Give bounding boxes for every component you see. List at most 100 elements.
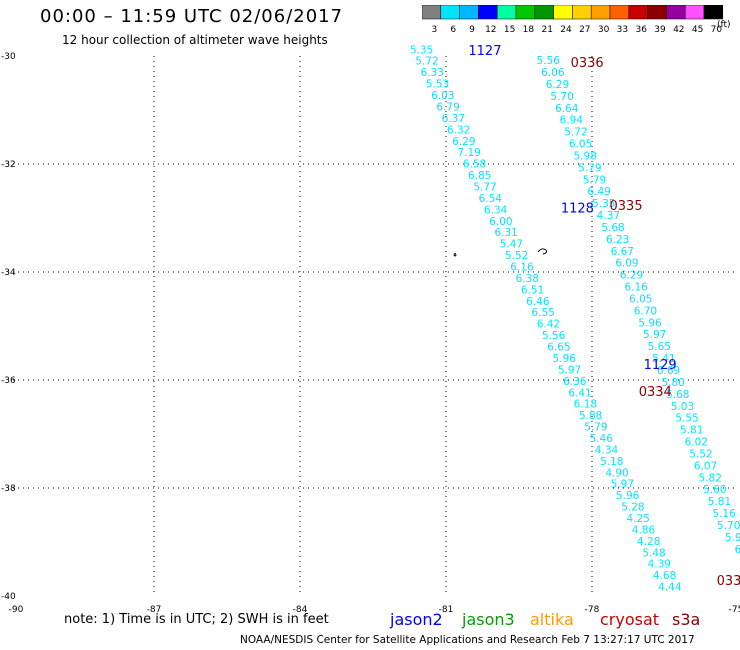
time-label: 0335 bbox=[610, 199, 643, 214]
colorbar-swatch bbox=[703, 5, 724, 20]
chart-subtitle: 12 hour collection of altimeter wave hei… bbox=[62, 33, 328, 47]
swh-value-label: 5.68 bbox=[601, 222, 624, 234]
colorbar-tick-label: 45 bbox=[692, 25, 703, 35]
swh-value-label: 6.64 bbox=[555, 103, 579, 115]
swh-value-label: 6.37 bbox=[442, 113, 465, 125]
colorbar-tick-label: 12 bbox=[485, 25, 496, 35]
swh-value-label: 5.47 bbox=[500, 239, 523, 251]
swh-value-label: 6.69 bbox=[657, 365, 680, 377]
swh-value-label: 5.79 bbox=[578, 162, 601, 174]
x-tick-label: -75 bbox=[729, 605, 740, 615]
swh-value-label: 5.96 bbox=[638, 317, 662, 329]
swh-value-label: 5.18 bbox=[600, 456, 623, 468]
swh-value-label: 6.58 bbox=[463, 159, 486, 171]
swh-value-label: 5.65 bbox=[648, 341, 671, 353]
swh-value-label: 6.03 bbox=[431, 90, 454, 102]
colorbar: 3 6 9 12 15 18 21 24 27 30 33 36 39 42 45 70 bbox=[422, 5, 724, 35]
legend-cryosat: cryosat bbox=[600, 610, 660, 629]
swh-value-label: 6.05 bbox=[629, 293, 652, 305]
swh-value-label: 6.00 bbox=[489, 216, 512, 228]
swh-value-label: 6.09 bbox=[615, 258, 638, 270]
swh-value-label: 5.52 bbox=[689, 448, 712, 460]
swh-value-label: 5.96 bbox=[616, 490, 640, 502]
swh-value-label: 5.55 bbox=[675, 413, 698, 425]
swh-value-label: 4.28 bbox=[637, 536, 660, 548]
swh-value-label: 6.16 bbox=[624, 282, 648, 294]
colorbar-tick-label: 6 bbox=[450, 25, 456, 35]
swh-value-label: 6.07 bbox=[694, 460, 717, 472]
swh-value-label: 4.25 bbox=[626, 513, 649, 525]
swh-value-label: 6.42 bbox=[537, 319, 560, 331]
swh-value-label: 5.52 bbox=[505, 250, 528, 262]
swh-value-label: 4.86 bbox=[632, 524, 656, 536]
colorbar-tick-label: 70 bbox=[711, 25, 723, 35]
swh-value-label: 5.82 bbox=[699, 472, 722, 484]
swh-value-label: 5.16 bbox=[712, 508, 736, 520]
colorbar-tick-label: 42 bbox=[673, 25, 684, 35]
swh-value-label: 5.03 bbox=[671, 401, 694, 413]
x-tick-label: -84 bbox=[293, 605, 308, 615]
time-label: 1128 bbox=[561, 202, 594, 217]
swh-value-label: 6.34 bbox=[484, 204, 508, 216]
swh-value-label: 5.97 bbox=[558, 364, 581, 376]
y-tick-label: -38 bbox=[1, 484, 16, 494]
time-label: 0334 bbox=[639, 385, 672, 400]
swh-value-label: 5.81 bbox=[708, 496, 731, 508]
x-tick-label: -81 bbox=[439, 605, 454, 615]
legend-s3a: s3a bbox=[672, 610, 701, 629]
swh-value-label: 6.41 bbox=[568, 387, 591, 399]
swh-value-label: 6.05 bbox=[569, 139, 592, 151]
swh-value-label: 5.97 bbox=[643, 329, 666, 341]
legend-altika: altika bbox=[530, 610, 574, 629]
time-label: 1127 bbox=[468, 44, 501, 59]
swh-value-label: 6.54 bbox=[479, 193, 503, 205]
swh-value-label: 6.02 bbox=[685, 437, 708, 449]
colorbar-tick-label: 3 bbox=[432, 25, 438, 35]
swh-value-label: 6 bbox=[735, 544, 740, 556]
x-tick-label: -78 bbox=[585, 605, 600, 615]
swh-value-label: 6.29 bbox=[546, 79, 569, 91]
legend-jason2: jason2 bbox=[390, 610, 443, 629]
colorbar-tick-label: 36 bbox=[635, 25, 647, 35]
y-tick-label: -40 bbox=[1, 592, 16, 602]
chart-title: 00:00 – 11:59 UTC 02/06/2017 bbox=[40, 6, 344, 27]
swh-value-label: 6.67 bbox=[611, 246, 634, 258]
colorbar-unit: (ft) bbox=[717, 20, 731, 30]
swh-value-label: 5.88 bbox=[579, 410, 602, 422]
swh-value-label: 5.35 bbox=[410, 44, 433, 56]
swh-value-label: 6.23 bbox=[606, 234, 629, 246]
swh-value-label: 6.49 bbox=[587, 186, 610, 198]
x-tick-label: -87 bbox=[147, 605, 162, 615]
colorbar-tick-label: 18 bbox=[523, 25, 535, 35]
swh-value-label: 5.98 bbox=[574, 150, 597, 162]
time-label: 1129 bbox=[644, 358, 677, 373]
swh-value-label: 6.70 bbox=[634, 305, 657, 317]
swh-value-label: 5.79 bbox=[583, 174, 606, 186]
colorbar-tick-label: 30 bbox=[598, 25, 610, 35]
legend-jason3: jason3 bbox=[462, 610, 515, 629]
colorbar-tick-label: 9 bbox=[469, 25, 475, 35]
swh-value-label: 4.34 bbox=[595, 444, 619, 456]
island-outline bbox=[537, 248, 548, 255]
credit-text: NOAA/NESDIS Center for Satellite Applica… bbox=[240, 634, 695, 646]
colorbar-tick-label: 27 bbox=[579, 25, 590, 35]
island-outline bbox=[453, 253, 457, 257]
swh-value-label: 5.56 bbox=[542, 330, 566, 342]
swh-value-label: 6.16 bbox=[510, 262, 534, 274]
swh-value-label: 6.94 bbox=[560, 115, 584, 127]
swh-value-label: 5.35 bbox=[592, 198, 615, 210]
colorbar-tick-label: 33 bbox=[617, 25, 628, 35]
swh-value-label: 5.80 bbox=[661, 377, 684, 389]
swh-value-label: 4.44 bbox=[658, 582, 682, 594]
swh-value-label: 5.79 bbox=[584, 422, 607, 434]
swh-value-label: 6.29 bbox=[620, 270, 643, 282]
swh-value-label: 5.28 bbox=[621, 502, 644, 514]
y-tick-label: -30 bbox=[1, 52, 16, 62]
swh-value-label: 5.96 bbox=[553, 353, 577, 365]
swh-value-label: 5.48 bbox=[642, 547, 665, 559]
swh-value-label: 5.46 bbox=[590, 433, 614, 445]
swh-value-label: 6.51 bbox=[521, 284, 544, 296]
swh-value-label: 6.33 bbox=[421, 67, 444, 79]
